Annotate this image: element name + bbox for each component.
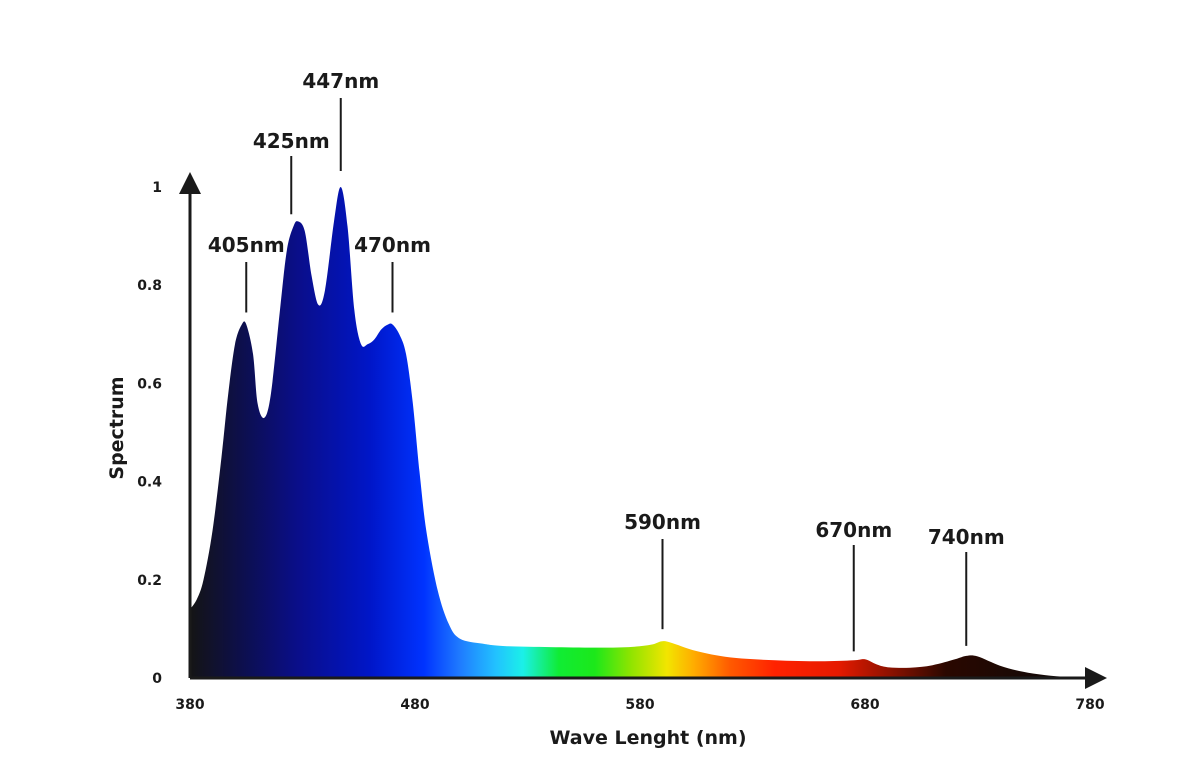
y-tick-label: 0.8	[137, 278, 162, 294]
x-axis-title: Wave Lenght (nm)	[549, 727, 746, 749]
peak-label: 470nm	[354, 233, 431, 257]
x-tick-label: 380	[175, 697, 204, 713]
peak-label: 447nm	[302, 69, 379, 93]
x-tick-label: 780	[1075, 697, 1104, 713]
y-tick-label: 0.2	[137, 573, 162, 589]
y-tick-label: 0.6	[137, 376, 162, 392]
peak-annotations: 405nm 425nm 447nm 470nm 590nm 670nm 740nm	[208, 69, 1005, 652]
tick-labels: 380 480 580 680 780 0 0.2 0.4 0.6 0.8 1	[137, 180, 1105, 713]
y-tick-label: 0	[152, 671, 162, 687]
x-tick-label: 580	[625, 697, 654, 713]
y-axis-arrow	[179, 172, 201, 194]
x-tick-label: 680	[850, 697, 879, 713]
y-tick-label: 0.4	[137, 475, 162, 491]
spectrum-area	[190, 186, 1090, 678]
x-tick-label: 480	[400, 697, 429, 713]
peak-label: 425nm	[253, 129, 330, 153]
x-axis-arrow	[1085, 667, 1107, 689]
y-axis-title: Spectrum	[106, 376, 128, 479]
y-tick-label: 1	[152, 180, 162, 196]
peak-label: 670nm	[815, 518, 892, 542]
plot-area	[190, 186, 1090, 678]
peak-label: 740nm	[928, 525, 1005, 549]
peak-label: 590nm	[624, 510, 701, 534]
peak-label: 405nm	[208, 233, 285, 257]
axes	[179, 172, 1107, 689]
